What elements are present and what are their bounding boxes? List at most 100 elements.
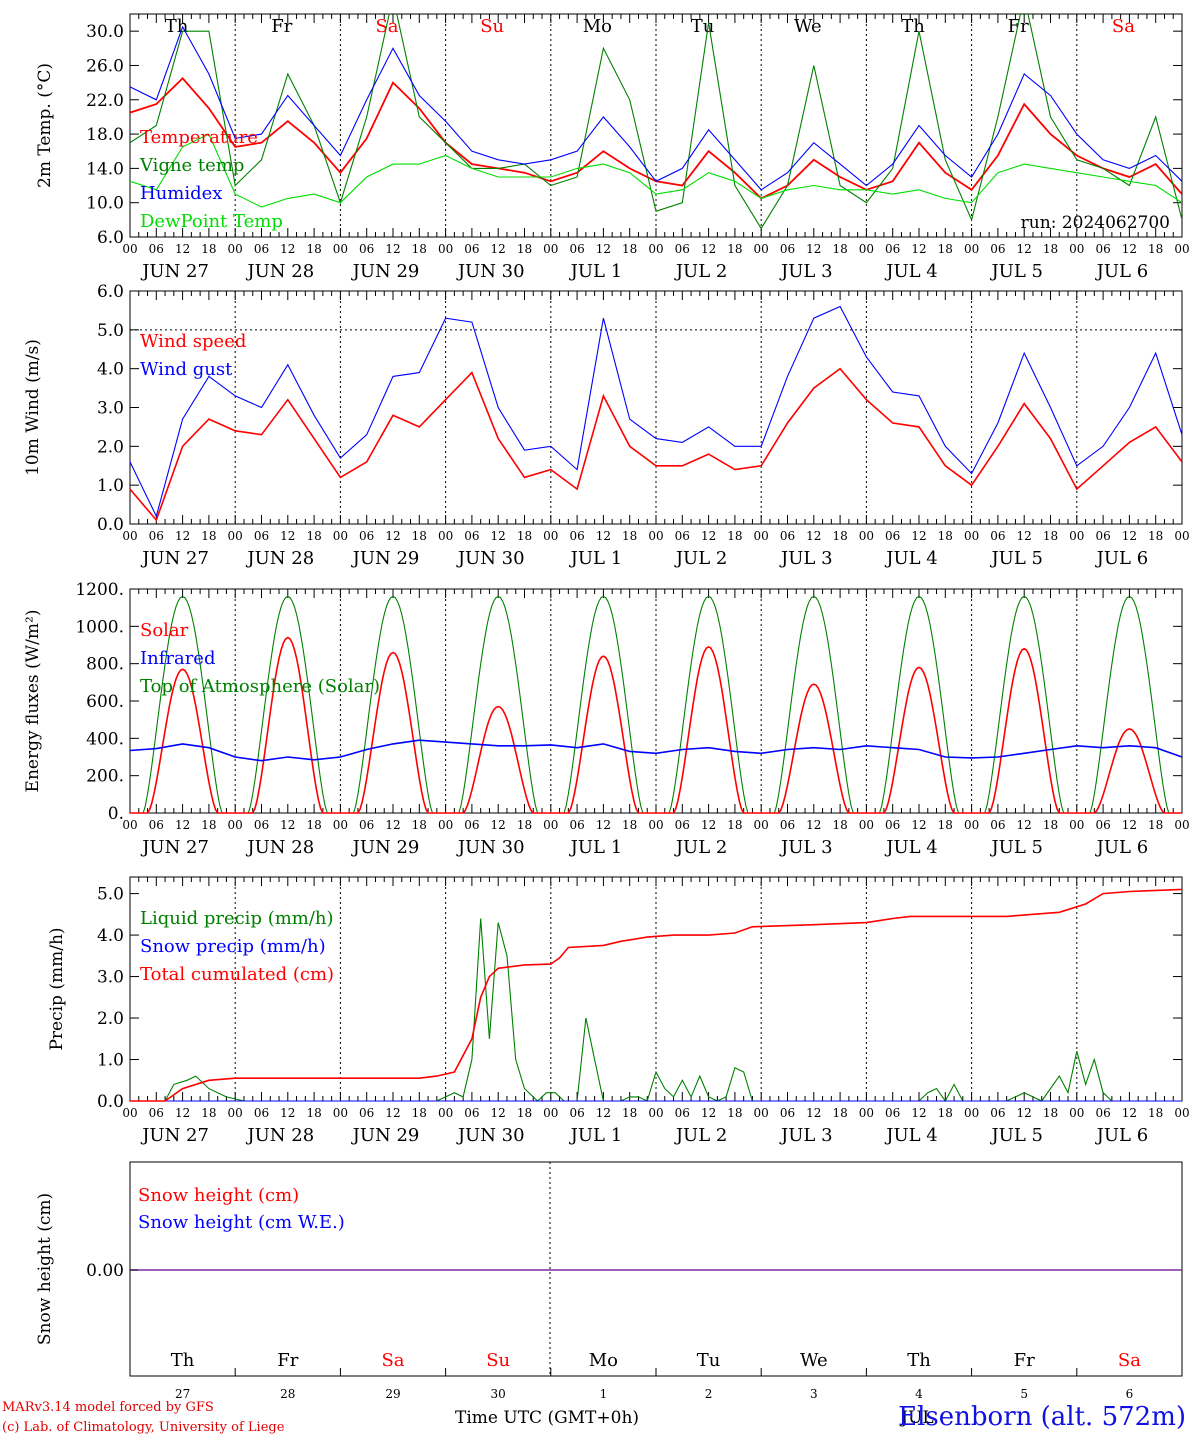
hour-tick-label: 06 xyxy=(780,242,795,256)
y-tick-label: 22.0 xyxy=(86,91,124,111)
legend-entry: Snow height (cm W.E.) xyxy=(138,1212,345,1233)
y-axis-title: Precip (mm/h) xyxy=(47,927,67,1050)
hour-tick-label: 00 xyxy=(964,818,979,832)
day-number: 6 xyxy=(1126,1387,1134,1401)
y-tick-label: 0.0 xyxy=(97,515,124,535)
hour-tick-label: 12 xyxy=(806,529,821,543)
hour-tick-label: 06 xyxy=(675,242,690,256)
hour-tick-label: 00 xyxy=(1069,242,1084,256)
series-line xyxy=(130,14,1182,230)
hour-tick-label: 00 xyxy=(543,529,558,543)
y-tick-label: 4.0 xyxy=(97,360,124,380)
hour-tick-label: 18 xyxy=(517,1106,532,1120)
date-label: JUN 29 xyxy=(351,548,420,569)
hour-tick-label: 18 xyxy=(938,242,953,256)
legend-entry: DewPoint Temp xyxy=(140,211,283,232)
date-label: JUL 3 xyxy=(779,837,833,858)
day-name: We xyxy=(800,1350,828,1371)
hour-tick-label: 00 xyxy=(754,242,769,256)
hour-tick-label: 00 xyxy=(438,242,453,256)
legend-entry: Total cumulated (cm) xyxy=(140,964,334,985)
station-name: Elsenborn (alt. 572m) xyxy=(898,1402,1186,1432)
hour-tick-label: 12 xyxy=(385,818,400,832)
hour-tick-label: 18 xyxy=(517,242,532,256)
hour-tick-label: 06 xyxy=(885,818,900,832)
hour-tick-label: 18 xyxy=(832,242,847,256)
hour-tick-label: 12 xyxy=(175,1106,190,1120)
hour-tick-label: 00 xyxy=(1174,1106,1189,1120)
hour-tick-label: 00 xyxy=(964,529,979,543)
y-tick-label: 30.0 xyxy=(86,22,124,42)
hour-tick-label: 06 xyxy=(780,529,795,543)
hour-tick-label: 06 xyxy=(359,1106,374,1120)
hour-tick-label: 18 xyxy=(832,818,847,832)
y-axis-title: 2m Temp. (°C) xyxy=(35,63,55,188)
hour-tick-label: 18 xyxy=(622,242,637,256)
y-tick-label: 200. xyxy=(86,767,124,787)
hour-tick-label: 00 xyxy=(333,529,348,543)
hour-tick-label: 06 xyxy=(464,818,479,832)
day-number: 28 xyxy=(280,1387,295,1401)
y-tick-label: 2.0 xyxy=(97,437,124,457)
hour-tick-label: 00 xyxy=(1069,1106,1084,1120)
hour-tick-label: 18 xyxy=(938,529,953,543)
hour-tick-label: 00 xyxy=(648,1106,663,1120)
y-tick-label: 26.0 xyxy=(86,56,124,76)
date-label: JUN 28 xyxy=(245,261,314,282)
hour-tick-label: 06 xyxy=(1095,242,1110,256)
hour-tick-label: 06 xyxy=(149,818,164,832)
hour-tick-label: 18 xyxy=(622,1106,637,1120)
hour-tick-label: 06 xyxy=(990,529,1005,543)
date-label: JUL 3 xyxy=(779,1125,833,1146)
hour-tick-label: 12 xyxy=(1017,1106,1032,1120)
hour-tick-label: 06 xyxy=(359,242,374,256)
hour-tick-label: 00 xyxy=(964,242,979,256)
date-label: JUL 5 xyxy=(989,548,1043,569)
hour-tick-label: 06 xyxy=(569,529,584,543)
run-label: run: 2024062700 xyxy=(1021,213,1170,233)
time-axis-title: Time UTC (GMT+0h) xyxy=(455,1408,640,1428)
date-label: JUN 30 xyxy=(456,548,525,569)
y-tick-label: 1200. xyxy=(75,580,124,600)
y-tick-label: 0.00 xyxy=(86,1261,124,1281)
hour-tick-label: 00 xyxy=(543,242,558,256)
hour-tick-label: 12 xyxy=(806,1106,821,1120)
date-label: JUL 5 xyxy=(989,1125,1043,1146)
hour-tick-label: 00 xyxy=(648,818,663,832)
hour-tick-label: 06 xyxy=(675,1106,690,1120)
day-name: We xyxy=(794,16,822,37)
hour-tick-label: 12 xyxy=(491,242,506,256)
legend-entry: Snow precip (mm/h) xyxy=(140,936,326,957)
y-tick-label: 3.0 xyxy=(97,399,124,419)
day-name: Th xyxy=(907,1350,931,1371)
hour-tick-label: 00 xyxy=(543,818,558,832)
hour-tick-label: 00 xyxy=(122,529,137,543)
hour-tick-label: 06 xyxy=(149,529,164,543)
hour-tick-label: 06 xyxy=(254,1106,269,1120)
date-label: JUL 6 xyxy=(1095,1125,1149,1146)
y-axis-title: 10m Wind (m/s) xyxy=(23,339,43,476)
hour-tick-label: 12 xyxy=(806,242,821,256)
date-label: JUN 28 xyxy=(245,1125,314,1146)
legend-entry: Solar xyxy=(140,620,189,641)
hour-tick-label: 00 xyxy=(859,818,874,832)
hour-tick-label: 12 xyxy=(911,529,926,543)
legend-entry: Wind speed xyxy=(140,331,246,352)
hour-tick-label: 18 xyxy=(306,1106,321,1120)
hour-tick-label: 12 xyxy=(280,242,295,256)
hour-tick-label: 06 xyxy=(1095,529,1110,543)
hour-tick-label: 12 xyxy=(596,529,611,543)
month-label: JUL xyxy=(899,1408,933,1428)
y-tick-label: 800. xyxy=(86,655,124,675)
y-tick-label: 10.0 xyxy=(86,194,124,214)
hour-tick-label: 18 xyxy=(201,818,216,832)
hour-tick-label: 00 xyxy=(438,1106,453,1120)
hour-tick-label: 00 xyxy=(1174,529,1189,543)
hour-tick-label: 12 xyxy=(1017,529,1032,543)
credit-line-model: MARv3.14 model forced by GFS xyxy=(2,1400,214,1415)
date-label: JUL 4 xyxy=(884,1125,938,1146)
hour-tick-label: 12 xyxy=(701,818,716,832)
date-label: JUN 30 xyxy=(456,837,525,858)
hour-tick-label: 00 xyxy=(122,818,137,832)
hour-tick-label: 06 xyxy=(569,1106,584,1120)
